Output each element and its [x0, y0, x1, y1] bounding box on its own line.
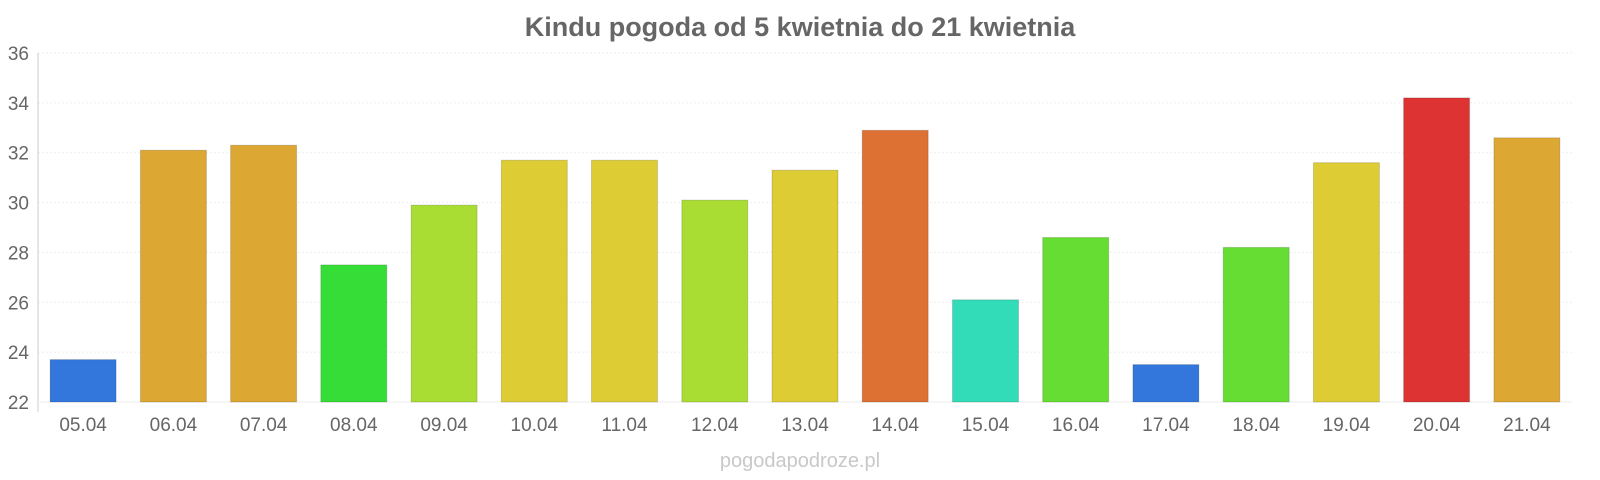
bar-18.04: [1222, 246, 1290, 403]
y-tick-label: 36: [8, 44, 29, 65]
bar-06.04: [139, 149, 207, 403]
x-tick-label: 05.04: [59, 415, 107, 436]
bar-21.04: [1493, 137, 1561, 403]
y-tick-label: 32: [8, 144, 29, 165]
bar-19.04: [1312, 162, 1380, 403]
bar-07.04: [230, 144, 298, 403]
x-tick-label: 09.04: [420, 415, 468, 436]
y-tick-label: 26: [8, 293, 29, 314]
x-tick-label: 06.04: [150, 415, 198, 436]
bar-20.04: [1403, 97, 1471, 403]
y-tick-label: 30: [8, 194, 29, 215]
x-tick-label: 19.04: [1323, 415, 1371, 436]
x-tick-label: 18.04: [1232, 415, 1280, 436]
bar-17.04: [1132, 364, 1200, 403]
y-tick-labels: 22 24 26 28 30 32 34 36: [8, 44, 30, 414]
x-tick-label: 14.04: [871, 415, 919, 436]
x-tick-label: 15.04: [962, 415, 1010, 436]
x-tick-label: 17.04: [1142, 415, 1190, 436]
x-tick-labels: 05.04 06.04 07.04 08.04 09.04 10.04 11.04 12.04…: [59, 415, 1551, 436]
bar-10.04: [500, 159, 568, 403]
x-tick-label: 20.04: [1413, 415, 1461, 436]
x-tick-label: 08.04: [330, 415, 378, 436]
x-tick-label: 12.04: [691, 415, 739, 436]
watermark: pogodapodroze.pl: [719, 450, 881, 472]
y-tick-label: 24: [8, 343, 30, 364]
x-tick-label: 07.04: [240, 415, 288, 436]
bar-05.04: [49, 359, 117, 403]
bar-13.04: [771, 169, 839, 403]
bar-12.04: [681, 199, 749, 403]
bar-08.04: [320, 264, 388, 403]
y-tick-label: 22: [8, 393, 29, 414]
x-tick-label: 21.04: [1503, 415, 1551, 436]
bar-11.04: [591, 159, 658, 403]
x-tick-label: 16.04: [1052, 415, 1100, 436]
y-tick-label: 34: [8, 94, 30, 115]
x-tick-label: 13.04: [781, 415, 829, 436]
bar-16.04: [1042, 237, 1110, 403]
x-tick-label: 10.04: [511, 415, 559, 436]
chart-title: Kindu pogoda od 5 kwietnia do 21 kwietni…: [524, 12, 1076, 42]
y-tick-label: 28: [8, 243, 29, 264]
bars: [49, 97, 1561, 403]
bar-15.04: [952, 299, 1019, 403]
x-tick-label: 11.04: [601, 415, 648, 436]
bar-09.04: [410, 204, 478, 403]
bar-14.04: [861, 129, 929, 403]
